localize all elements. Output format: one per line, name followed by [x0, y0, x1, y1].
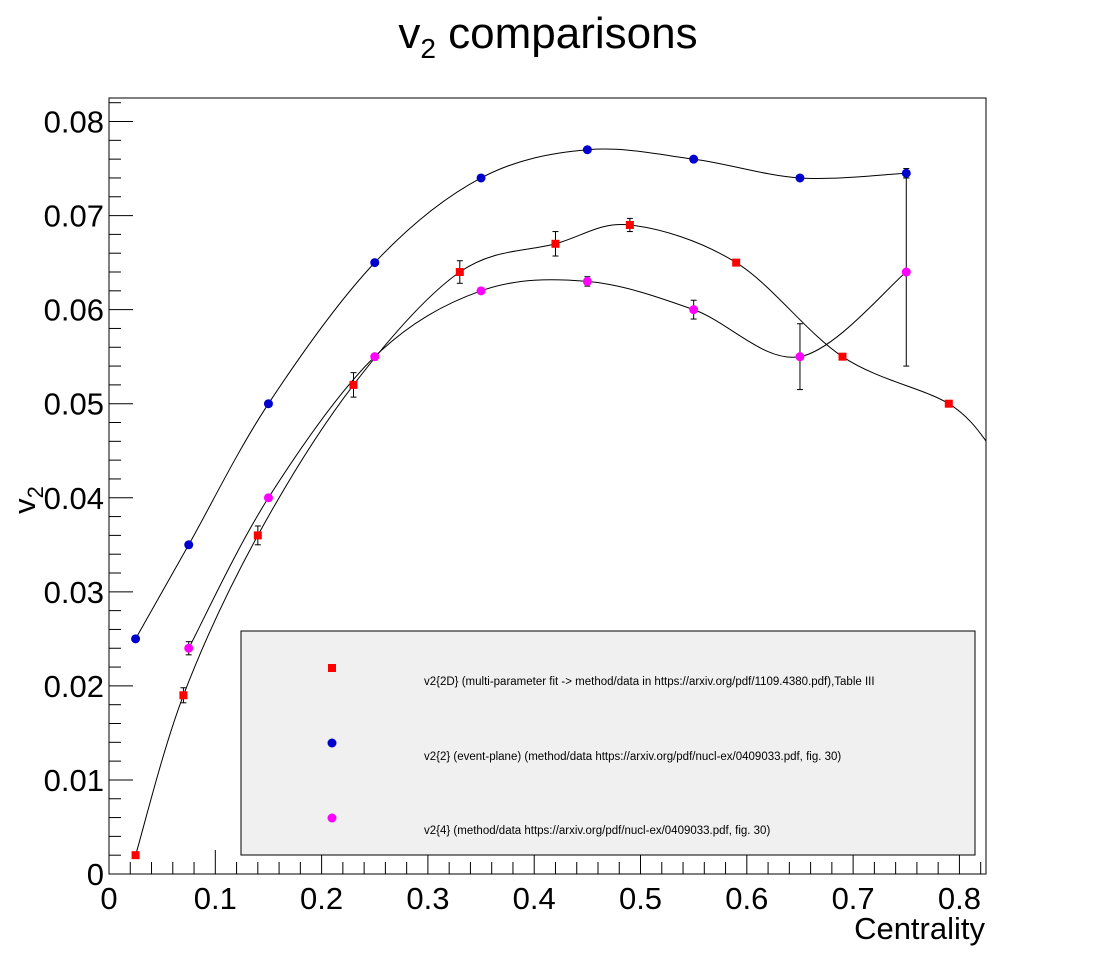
data-point-square: [455, 268, 464, 277]
x-tick-label: 0.2: [300, 881, 343, 916]
data-point-square: [253, 531, 262, 540]
data-point-circle: [263, 399, 273, 409]
x-tick-label: 0.3: [406, 881, 449, 916]
y-tick-label: 0.03: [44, 575, 104, 610]
data-point-square: [838, 352, 847, 361]
chart-title-sub: 2: [420, 33, 436, 64]
data-point-circle: [689, 154, 699, 164]
legend-marker-magenta-circle: [327, 813, 337, 823]
legend-marker-square: [328, 664, 336, 672]
x-axis-label: Centrality: [854, 911, 985, 946]
data-point-circle: [582, 276, 592, 286]
legend-box: [240, 630, 976, 856]
y-axis-label: v2: [7, 486, 48, 514]
y-tick-label: 0.02: [44, 669, 104, 704]
data-point-circle: [476, 286, 486, 296]
data-point-square: [179, 691, 188, 700]
data-point-circle: [370, 258, 380, 268]
legend: v2{2D} (multi-parameter fit -> method/da…: [240, 630, 976, 856]
legend-entry-1: v2{2D} (multi-parameter fit -> method/da…: [424, 676, 875, 688]
y-tick-labels: 0 0.01 0.02 0.03 0.04 0.05 0.06 0.07 0.08: [44, 105, 104, 892]
data-point-circle: [795, 173, 805, 183]
legend-marker-blue-circle: [327, 738, 337, 748]
data-point-circle: [901, 168, 911, 178]
y-tick-label: 0.06: [44, 293, 104, 328]
x-tick-label: 0.1: [194, 881, 237, 916]
data-point-circle: [476, 173, 486, 183]
data-point-square: [131, 851, 140, 860]
data-point-circle: [370, 352, 380, 362]
x-tick-label: 0.5: [619, 881, 662, 916]
data-point-square: [551, 239, 560, 248]
x-tick-label: 0.4: [513, 881, 556, 916]
x-tick-labels: 0 0.1 0.2 0.3 0.4 0.5 0.6 0.7 0.8: [100, 881, 981, 916]
x-tick-label: 0.7: [832, 881, 875, 916]
y-tick-label: 0.07: [44, 199, 104, 234]
x-tick-label: 0: [100, 881, 117, 916]
data-point-square: [944, 399, 953, 408]
y-tick-label: 0: [87, 857, 104, 892]
data-point-square: [732, 258, 741, 267]
data-point-square: [349, 380, 358, 389]
data-point-circle: [184, 540, 194, 550]
data-point-circle: [263, 493, 273, 503]
fit-curve-3: [188, 271, 907, 649]
y-tick-label: 0.04: [44, 481, 104, 516]
data-point-circle: [689, 305, 699, 315]
chart-title-main: v: [398, 9, 420, 58]
chart-title-rest: comparisons: [436, 9, 698, 58]
fit-curve-2: [135, 148, 907, 640]
y-tick-label: 0.01: [44, 763, 104, 798]
data-point-square: [625, 220, 634, 229]
chart-title: v2 comparisons: [398, 9, 697, 64]
y-tick-label: 0.05: [44, 387, 104, 422]
axis-ticks: [108, 102, 982, 875]
data-points: [131, 145, 953, 860]
data-point-circle: [184, 643, 194, 653]
y-axis-label-main: v: [7, 498, 42, 514]
legend-entry-3: v2{4} (method/data https://arxiv.org/pdf…: [424, 825, 770, 837]
data-point-circle: [582, 145, 592, 155]
data-point-circle: [795, 352, 805, 362]
legend-entry-2: v2{2} (event-plane) (method/data https:/…: [424, 751, 841, 763]
y-tick-label: 0.08: [44, 105, 104, 140]
data-point-circle: [901, 267, 911, 277]
plot-frame: [108, 97, 987, 875]
x-tick-label: 0.8: [938, 881, 981, 916]
data-point-circle: [131, 634, 141, 644]
x-tick-label: 0.6: [725, 881, 768, 916]
error-bars: [180, 168, 910, 704]
y-axis-label-sub: 2: [23, 486, 48, 498]
